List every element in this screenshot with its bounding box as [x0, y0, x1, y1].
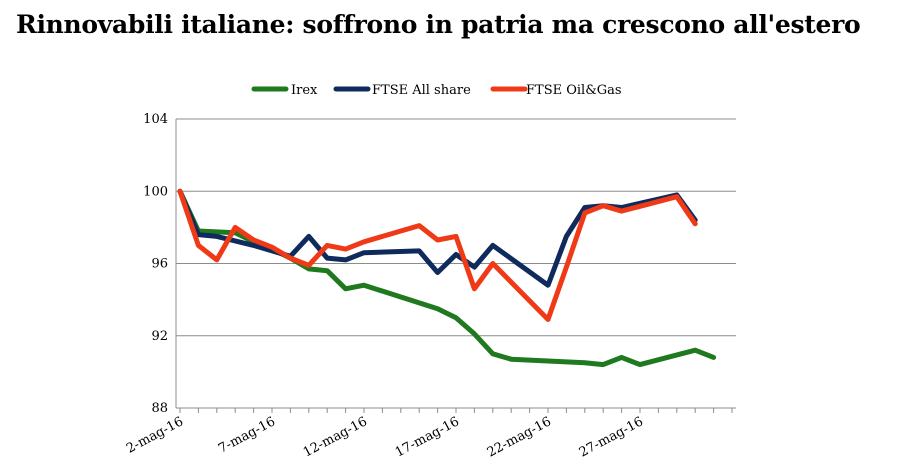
legend-label: FTSE Oil&Gas: [526, 83, 622, 98]
y-tick-label: 100: [143, 184, 168, 199]
legend-label: Irex: [291, 83, 318, 98]
series-lines: [177, 188, 717, 368]
legend: Irex FTSE All share FTSE Oil&Gas: [251, 83, 622, 98]
y-tick-label: 88: [151, 401, 168, 416]
series-line-irex: [177, 188, 717, 368]
y-tick-label: 92: [151, 329, 168, 344]
y-tick-label: 96: [151, 257, 168, 272]
x-tick-label: 22-mag-16: [485, 414, 554, 460]
legend-label: FTSE All share: [372, 83, 471, 98]
chart-title: Rinnovabili italiane: soffrono in patria…: [16, 10, 861, 39]
gridlines: [176, 118, 736, 337]
x-tick-label: 27-mag-16: [577, 414, 646, 460]
y-tick-label: 104: [143, 112, 168, 127]
x-tick-label: 12-mag-16: [301, 414, 370, 460]
x-tick-label: 7-mag-16: [216, 414, 278, 456]
x-tick-label: 2-mag-16: [124, 414, 186, 456]
axes: 88 92 96 100 104 2-mag-16 7-mag-16 12-mag-16 17-…: [124, 112, 736, 461]
series-line-ftse-oil-gas: [177, 188, 698, 322]
x-tick-label: 17-mag-16: [393, 414, 462, 460]
